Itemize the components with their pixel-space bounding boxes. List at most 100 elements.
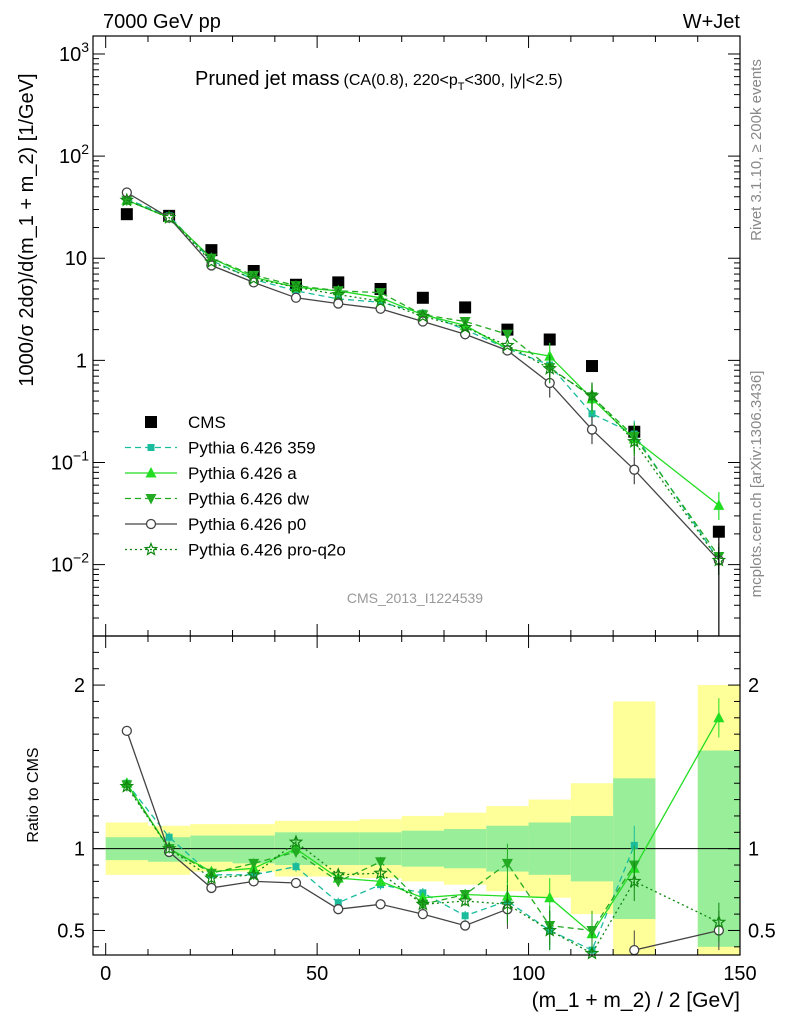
- data-point: [248, 270, 260, 282]
- y-tick-label: 10: [65, 248, 87, 270]
- ratio-point: [206, 882, 217, 894]
- ratio-point: [417, 908, 428, 920]
- ratio-point: [542, 922, 557, 937]
- data-point: [205, 244, 218, 257]
- ratio-point: [248, 858, 260, 870]
- ratio-point: [246, 867, 261, 882]
- data-point: [457, 319, 473, 334]
- ratio-point: [711, 914, 727, 929]
- ratio-y-tick-label: 1: [74, 839, 85, 861]
- data-point: [332, 286, 344, 297]
- ratio-panel: [93, 698, 740, 960]
- data-point: [585, 360, 598, 373]
- ratio-y-tick-label-right: 1: [748, 839, 759, 861]
- data-point: [459, 301, 472, 314]
- data-point: [542, 360, 557, 375]
- data-point: [290, 281, 302, 292]
- ratio-series-pythia-6-426-pro-q2o: [119, 778, 727, 960]
- ratio-point: [373, 865, 388, 880]
- data-point: [543, 333, 556, 346]
- ratio-frame: [92, 635, 741, 956]
- ratio-point: [375, 857, 387, 868]
- x-tick-label: 100: [512, 963, 545, 985]
- legend-entry: Pythia 6.426 359: [125, 439, 316, 458]
- ratio-axis-label: Ratio to CMS: [25, 747, 42, 842]
- ratio-point: [375, 875, 387, 886]
- main-panel: [119, 187, 727, 636]
- data-point: [288, 279, 304, 294]
- ratio-point: [500, 896, 515, 911]
- ratio-point: [290, 877, 302, 889]
- ratio-point: [584, 945, 600, 960]
- series-line: [126, 199, 720, 557]
- data-point: [377, 298, 385, 306]
- data-point: [373, 293, 388, 308]
- y-tick-label: 10−2: [51, 550, 89, 577]
- legend-label: Pythia 6.426 a: [188, 464, 297, 483]
- data-point: [375, 288, 387, 299]
- mcplots-label: mcplots.cern.ch [arXiv:1306.3436]: [748, 371, 765, 598]
- legend-entry: Pythia 6.426 a: [125, 464, 297, 483]
- legend-label: Pythia 6.426 dw: [188, 490, 310, 509]
- legend-marker: [143, 541, 159, 556]
- data-point: [204, 254, 219, 269]
- data-point: [332, 276, 345, 289]
- x-tick-label: 50: [306, 963, 328, 985]
- legend-label: Pythia 6.426 p0: [188, 515, 306, 534]
- series-pythia-6-426-pro-q2o: [119, 192, 727, 575]
- ratio-point: [501, 858, 513, 870]
- rivet-label: Rivet 3.1.10, ≥ 200k events: [748, 59, 765, 241]
- analysis-watermark: CMS_2013_I1224539: [347, 590, 483, 606]
- legend-marker: [145, 416, 157, 428]
- data-point: [588, 410, 596, 418]
- ratio-point: [627, 873, 642, 888]
- legend-marker: [147, 444, 155, 451]
- ratio-point: [121, 725, 132, 737]
- data-point: [416, 291, 429, 304]
- legend-label: Pythia 6.426 pro-q2o: [188, 541, 346, 560]
- data-point: [500, 337, 515, 352]
- ratio-point: [629, 944, 640, 956]
- legend-entry: Pythia 6.426 dw: [125, 490, 310, 509]
- ratio-y-tick-label-right: 2: [748, 675, 759, 697]
- ratio-point: [161, 841, 177, 855]
- header-left: 7000 GeV pp: [103, 11, 221, 33]
- series-pythia-6-426-p0: [121, 187, 725, 575]
- data-point: [629, 464, 640, 475]
- ratio-point: [204, 870, 219, 885]
- ratio-point: [292, 863, 300, 871]
- ratio-series-line: [126, 730, 508, 927]
- legend-entry: CMS: [145, 413, 226, 432]
- legend-label: CMS: [188, 413, 226, 432]
- data-point: [161, 209, 177, 224]
- legend-entry: Pythia 6.426 p0: [125, 515, 306, 534]
- data-point: [119, 192, 135, 207]
- data-point: [290, 292, 302, 303]
- y-tick-label: 1: [76, 350, 87, 372]
- ratio-point: [457, 893, 473, 908]
- legend-entry: Pythia 6.426 pro-q2o: [125, 541, 346, 560]
- data-point: [627, 433, 642, 448]
- data-point: [121, 187, 132, 198]
- ratio-y-tick-label: 0.5: [57, 920, 85, 942]
- data-point: [331, 286, 346, 301]
- ratio-point: [290, 847, 302, 858]
- ratio-point: [586, 925, 598, 937]
- x-tick-label: 0: [100, 963, 111, 985]
- data-point: [713, 499, 725, 510]
- legend: CMS Pythia 6.426 359 Pythia 6.426 a Pythia …: [125, 413, 346, 560]
- data-point: [501, 329, 513, 341]
- series-line: [126, 199, 720, 561]
- y-tick-label: 10−1: [51, 447, 89, 474]
- legend-marker: [145, 494, 157, 505]
- y-axis-label: 1000/σ 2dσ)/d(m_1 + m_2) [1/GeV]: [16, 73, 38, 386]
- plot-title: Pruned jet mass (CA(0.8), 220<pT<300, |y|…: [195, 68, 563, 93]
- data-point: [584, 388, 600, 402]
- ratio-point: [375, 899, 386, 910]
- ratio-series-line: [634, 929, 720, 951]
- ratio-point: [713, 711, 725, 723]
- ratio-point: [415, 896, 431, 911]
- ratio-point: [333, 904, 344, 915]
- data-point: [246, 271, 261, 285]
